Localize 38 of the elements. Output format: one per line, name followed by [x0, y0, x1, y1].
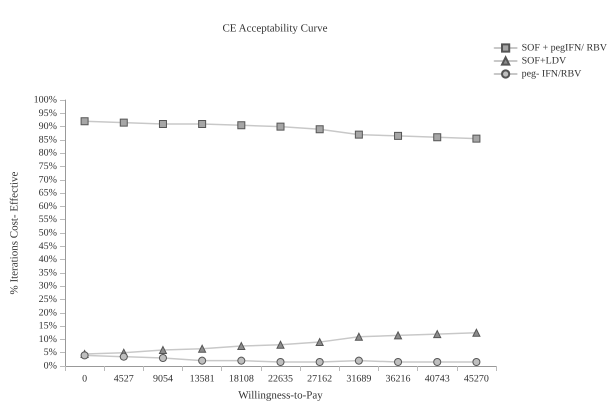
y-tick-label: 10%	[38, 334, 57, 345]
y-tick-label: 70%	[38, 174, 57, 186]
x-tick-label: 45270	[464, 374, 489, 384]
x-tick-label: 40743	[424, 374, 450, 384]
y-tick-label: 35%	[38, 267, 57, 278]
x-tick-label: 27162	[307, 374, 332, 384]
y-tick-label: 50%	[38, 228, 57, 238]
x-tick-label: 36216	[386, 374, 411, 384]
y-axis-title: % Iterations Cost- Effective	[8, 171, 20, 294]
x-tick-label: 31689	[346, 374, 372, 384]
y-tick-label: 85%	[38, 134, 57, 146]
legend-label: peg- IFN/RBV	[522, 68, 582, 80]
y-tick-label: 30%	[38, 280, 57, 292]
legend-label: SOF+LDV	[522, 56, 567, 66]
x-tick-label: 4527	[114, 374, 134, 384]
y-tick-label: 75%	[38, 161, 57, 172]
y-tick-label: 40%	[38, 254, 57, 266]
y-tick-label: 100%	[34, 94, 57, 106]
x-axis-title: Willingness-to-Pay	[238, 390, 324, 402]
y-tick-label: 5%	[44, 347, 57, 358]
x-tick-label: 22635	[268, 374, 293, 384]
x-tick-label: 13581	[190, 374, 215, 384]
y-tick-label: 15%	[38, 320, 57, 332]
y-tick-label: 0%	[44, 360, 57, 372]
y-tick-label: 25%	[38, 294, 57, 305]
y-tick-label: 95%	[38, 108, 57, 119]
y-tick-label: 80%	[38, 148, 57, 159]
x-tick-label: 9054	[152, 374, 173, 384]
x-tick-label: 0	[82, 374, 88, 384]
y-tick-label: 60%	[38, 200, 57, 212]
y-tick-label: 90%	[38, 121, 57, 132]
x-tick-label: 18108	[228, 374, 254, 384]
y-tick-label: 65%	[38, 188, 57, 199]
y-tick-label: 55%	[38, 214, 57, 226]
chart-title: CE Acceptability Curve	[222, 22, 328, 34]
y-tick-label: 45%	[38, 240, 57, 252]
y-tick-label: 20%	[38, 307, 57, 318]
legend-label: SOF + pegIFN/ RBV	[522, 42, 608, 54]
